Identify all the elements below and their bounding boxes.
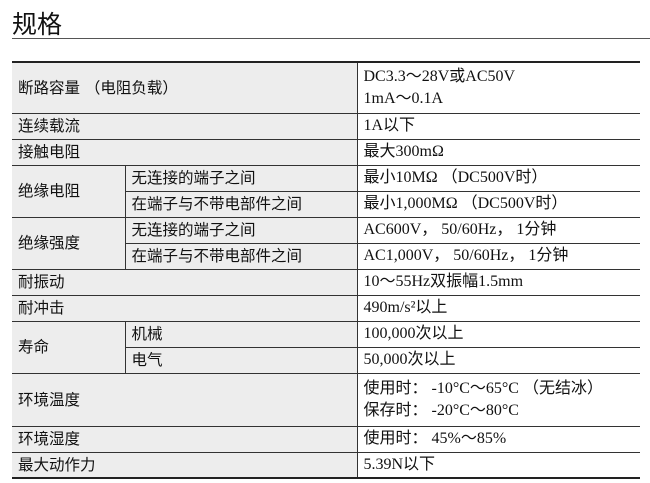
table-row: 寿命 机械 100,000次以上 (12, 320, 640, 374)
row-value: 最大300mΩ (356, 138, 640, 166)
row-label: 耐冲击 (12, 294, 358, 322)
value-line: 1mA～0.1A (363, 89, 444, 107)
table-row: 连续载流 1A以下 (12, 112, 640, 140)
row-value: AC1,000V， 50/60Hz， 1分钟 (356, 242, 640, 270)
table-row: 接触电阻 最大300mΩ (12, 138, 640, 166)
row-label: 寿命 (12, 320, 126, 374)
row-label: 耐振动 (12, 268, 358, 296)
row-label: 连续载流 (12, 112, 358, 140)
row-value: 使用时： 45%～85% (356, 425, 640, 453)
table-row: 耐振动 10～55Hz双振幅1.5mm (12, 268, 640, 296)
sub-label: 无连接的端子之间 (124, 216, 358, 244)
value-line: 保存时： -20°C～80°C (363, 401, 519, 419)
sub-label: 在端子与不带电部件之间 (124, 190, 358, 218)
table-row: 环境温度 使用时： -10°C～65°C （无结冰） 保存时： -20°C～80°… (12, 372, 640, 427)
sub-label: 机械 (124, 320, 358, 348)
row-label: 最大动作力 (12, 451, 358, 479)
row-value: 1A以下 (356, 112, 640, 140)
row-value: 50,000次以上 (356, 346, 640, 374)
row-label: 环境温度 (12, 372, 358, 427)
table-row: 断路容量 （电阻负载） DC3.3～28V或AC50V 1mA～0.1A (12, 61, 640, 114)
row-value: 100,000次以上 (356, 320, 640, 348)
spec-table: 断路容量 （电阻负载） DC3.3～28V或AC50V 1mA～0.1A 连续载流… (12, 61, 640, 479)
row-label: 断路容量 （电阻负载） (12, 61, 358, 114)
table-row: 在端子与不带电部件之间 AC1,000V， 50/60Hz， 1分钟 (12, 242, 640, 270)
table-row: 电气 50,000次以上 (12, 346, 640, 374)
row-label: 环境湿度 (12, 425, 358, 453)
row-value: 最小10MΩ （DC500V时） (356, 164, 640, 192)
value-line: DC3.3～28V或AC50V (363, 67, 516, 85)
sub-label: 电气 (124, 346, 358, 374)
row-value: DC3.3～28V或AC50V 1mA～0.1A (356, 61, 640, 114)
table-row: 绝缘电阻 无连接的端子之间 最小10MΩ （DC500V时） (12, 164, 640, 218)
sub-label: 在端子与不带电部件之间 (124, 242, 358, 270)
row-value: 5.39N以下 (356, 451, 640, 479)
row-value: 最小1,000MΩ （DC500V时） (356, 190, 640, 218)
row-value: 使用时： -10°C～65°C （无结冰） 保存时： -20°C～80°C (356, 372, 640, 427)
title-divider (12, 38, 650, 39)
row-label: 接触电阻 (12, 138, 358, 166)
row-value: 10～55Hz双振幅1.5mm (356, 268, 640, 296)
table-row: 环境湿度 使用时： 45%～85% (12, 425, 640, 453)
table-row: 最大动作力 5.39N以下 (12, 451, 640, 479)
sub-label: 无连接的端子之间 (124, 164, 358, 192)
row-label: 绝缘强度 (12, 216, 126, 270)
table-row: 绝缘强度 无连接的端子之间 AC600V， 50/60Hz， 1分钟 (12, 216, 640, 270)
row-value: 490m/s²以上 (356, 294, 640, 322)
row-value: AC600V， 50/60Hz， 1分钟 (356, 216, 640, 244)
value-line: 使用时： -10°C～65°C （无结冰） (363, 379, 603, 397)
table-row: 耐冲击 490m/s²以上 (12, 294, 640, 322)
page-title: 规格 (12, 10, 63, 39)
row-label: 绝缘电阻 (12, 164, 126, 218)
